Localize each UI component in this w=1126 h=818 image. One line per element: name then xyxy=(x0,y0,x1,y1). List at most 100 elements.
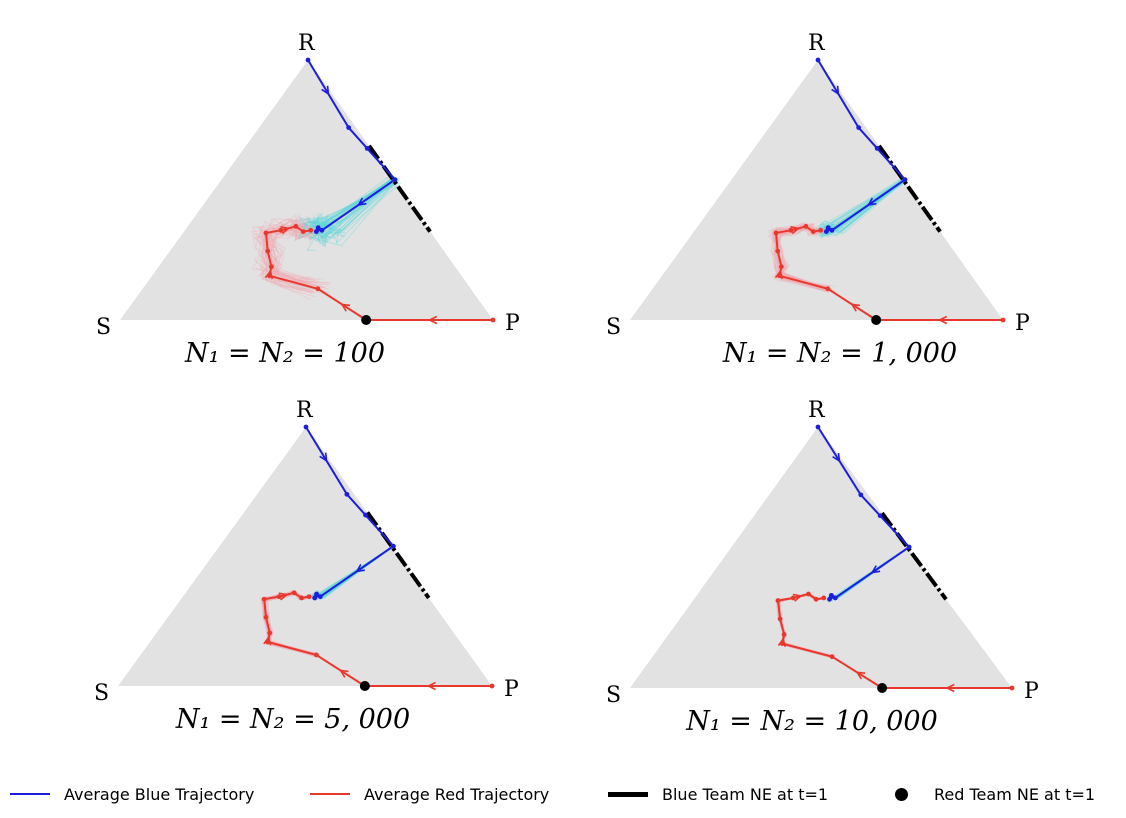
red-trajectory-point xyxy=(790,595,796,601)
figure: R S P N₁ = N₂ = 100 R S P N₁ = N₂ = 1, 000 R S P N₁… xyxy=(94,31,1039,737)
blue-trajectory-point xyxy=(392,177,398,183)
red-sample-trajectory xyxy=(258,218,324,291)
blue-trajectory-point xyxy=(363,512,368,518)
red-trajectory-arrow xyxy=(777,637,786,648)
blue-team-ne-segment xyxy=(365,511,431,600)
red-trajectory-arrow xyxy=(339,669,349,678)
red-sample-trajectory xyxy=(263,225,325,293)
panel-caption: N₁ = N₂ = 5, 000 xyxy=(175,704,410,735)
blue-trajectory-point xyxy=(874,146,880,151)
blue-sample-trajectory xyxy=(820,178,905,239)
red-team-ne-point xyxy=(871,315,882,325)
blue-sample-trajectory xyxy=(308,178,398,247)
simplex-panel-2: R S P N₁ = N₂ = 1, 000 xyxy=(606,31,1030,369)
red-sample-trajectory xyxy=(261,231,313,294)
blue-trajectory-point xyxy=(391,543,396,549)
black-dot-swatch xyxy=(895,787,908,801)
vertex-label-right: P xyxy=(1024,679,1039,704)
red-line-swatch xyxy=(310,793,350,795)
legend-item-red-ne: Red Team NE at t=1 xyxy=(895,778,1095,810)
blue-trajectory-arrow xyxy=(870,565,881,574)
red-trajectory-arrow xyxy=(774,269,784,280)
red-trajectory-point xyxy=(773,230,779,236)
blue-trajectory-arrow xyxy=(355,564,365,573)
red-trajectory-point xyxy=(300,229,306,235)
simplex-panel-3: R S P N₁ = N₂ = 5, 000 xyxy=(94,398,519,735)
simplex-panel-1: R S P N₁ = N₂ = 100 xyxy=(96,31,520,369)
blue-trajectory-arrow xyxy=(321,85,330,96)
blue-sample-trajectory xyxy=(307,177,399,228)
red-trajectory-arrow xyxy=(340,303,351,312)
blue-sample-trajectory xyxy=(823,180,907,230)
vertex-label-left: S xyxy=(96,315,111,340)
vertex-label-top: R xyxy=(808,31,826,56)
red-trajectory-point xyxy=(263,230,269,236)
blue-sample-trajectory xyxy=(316,175,395,231)
blue-trajectory-point xyxy=(303,424,309,430)
blue-sample-trajectory xyxy=(816,178,905,238)
red-sample-trajectory xyxy=(264,216,320,292)
blue-sample-trajectory xyxy=(312,178,392,232)
red-trajectory-point xyxy=(810,229,816,235)
red-sample-trajectory xyxy=(253,224,316,291)
red-trajectory-arrow xyxy=(263,635,272,646)
red-sample-trajectory xyxy=(261,226,312,284)
blue-sample-trajectory xyxy=(295,178,394,238)
vertex-label-top: R xyxy=(298,31,316,56)
blue-sample-trajectory xyxy=(309,178,396,239)
blue-trajectory-arrow xyxy=(356,197,367,206)
red-trajectory-point xyxy=(803,224,809,229)
red-trajectory-point xyxy=(821,595,827,601)
blue-sample-trajectory xyxy=(296,179,392,247)
red-trajectory-point xyxy=(781,632,787,637)
red-trajectory-arrow xyxy=(945,683,955,693)
simplex-triangle xyxy=(630,427,1012,688)
red-trajectory-point xyxy=(775,248,781,254)
blue-trajectory-arrow xyxy=(832,452,841,463)
blue-sample-trajectory xyxy=(820,180,907,225)
vertex-label-right: P xyxy=(504,677,519,702)
blue-trajectory-arrow xyxy=(866,197,877,206)
blue-trajectory-point xyxy=(346,125,352,130)
red-sample-trajectory xyxy=(772,224,833,291)
blue-sample-trajectory xyxy=(821,178,906,235)
red-trajectory-point xyxy=(777,616,783,622)
red-trajectory-point xyxy=(818,227,824,233)
red-sample-trajectory xyxy=(259,218,319,286)
legend-item-blue-ne: Blue Team NE at t=1 xyxy=(608,778,828,810)
simplex-panel-4: R S P N₁ = N₂ = 10, 000 xyxy=(606,398,1039,737)
blue-trajectory-point xyxy=(829,227,835,233)
legend: Average Blue Trajectory Average Red Traj… xyxy=(0,778,1126,810)
red-trajectory-point xyxy=(261,596,267,602)
red-sample-trajectory xyxy=(259,226,332,285)
red-sample-trajectory xyxy=(258,234,311,282)
blue-line-swatch xyxy=(10,793,50,795)
blue-trajectory-point xyxy=(856,125,862,130)
blue-sample-trajectory xyxy=(310,179,400,233)
red-trajectory-point xyxy=(489,683,495,689)
blue-trajectory-point xyxy=(317,594,323,600)
red-sample-trajectory xyxy=(775,226,829,292)
blue-trajectory-point xyxy=(829,594,834,600)
red-sample-trajectory xyxy=(263,224,312,284)
blue-sample-trajectory xyxy=(298,181,399,228)
red-trajectory-point xyxy=(263,614,269,620)
blue-sample-trajectory xyxy=(302,179,395,232)
red-trajectory-arrow xyxy=(427,315,438,325)
blue-sample-trajectory xyxy=(309,176,395,238)
red-trajectory-point xyxy=(775,598,781,603)
blue-sample-trajectory xyxy=(306,176,396,243)
vertex-label-left: S xyxy=(606,315,621,340)
blue-team-ne-segment xyxy=(880,511,948,601)
red-team-ne-point xyxy=(877,683,888,693)
vertex-label-top: R xyxy=(808,398,826,423)
blue-trajectory-point xyxy=(314,592,319,598)
red-trajectory-point xyxy=(291,590,297,596)
red-trajectory-point xyxy=(278,227,284,233)
simplex-triangle xyxy=(120,60,493,320)
blue-sample-trajectory xyxy=(309,545,394,598)
red-trajectory-point xyxy=(276,594,282,600)
red-trajectory-point xyxy=(315,286,321,292)
red-trajectory-arrow xyxy=(792,593,803,602)
blue-sample-trajectory xyxy=(825,179,906,239)
